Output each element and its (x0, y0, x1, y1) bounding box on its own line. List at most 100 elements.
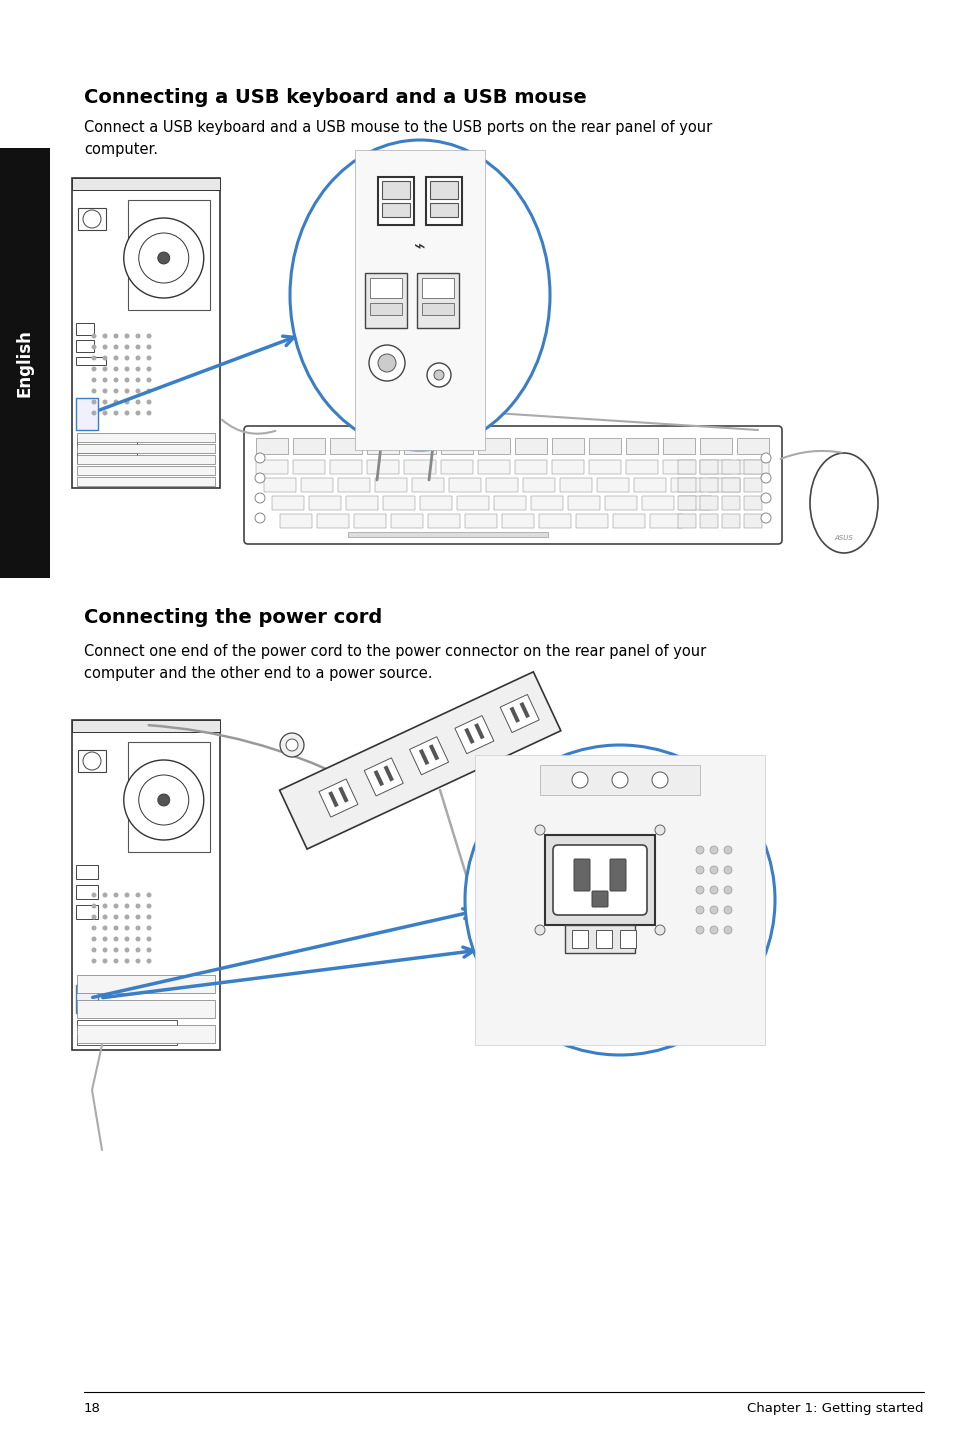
Circle shape (135, 915, 140, 919)
Circle shape (138, 233, 189, 283)
Circle shape (157, 252, 170, 265)
Bar (588, 439, 620, 454)
Bar (494, 496, 525, 510)
Circle shape (147, 959, 152, 963)
Bar (567, 496, 599, 510)
Bar (597, 477, 628, 492)
Bar (416, 273, 458, 328)
Circle shape (125, 926, 130, 930)
Bar (264, 477, 295, 492)
Circle shape (135, 388, 140, 394)
Text: ASUS: ASUS (834, 535, 853, 541)
Circle shape (113, 334, 118, 338)
Bar (78, 751, 106, 772)
Bar (377, 177, 414, 224)
Circle shape (723, 926, 731, 935)
Bar (76, 398, 98, 430)
Circle shape (254, 453, 265, 463)
Circle shape (135, 345, 140, 349)
Bar (374, 769, 384, 787)
Bar (71, 178, 220, 487)
Bar (76, 339, 94, 352)
Bar (649, 513, 681, 528)
FancyBboxPatch shape (574, 858, 589, 892)
Text: English: English (16, 329, 34, 397)
Circle shape (427, 362, 451, 387)
Bar (477, 439, 510, 454)
Bar (309, 496, 340, 510)
Bar (355, 150, 484, 450)
Bar (77, 1025, 214, 1043)
Circle shape (709, 926, 718, 935)
Circle shape (113, 345, 118, 349)
Bar (76, 884, 98, 899)
Bar (301, 477, 333, 492)
Circle shape (135, 400, 140, 404)
Bar (531, 496, 562, 510)
Bar (700, 460, 731, 475)
Bar (707, 477, 740, 492)
Circle shape (102, 378, 108, 383)
Circle shape (91, 959, 96, 963)
Circle shape (254, 473, 265, 483)
Bar (421, 303, 454, 315)
Circle shape (147, 936, 152, 942)
Bar (77, 1035, 177, 1045)
Text: Connecting the power cord: Connecting the power cord (84, 608, 382, 627)
Bar (743, 513, 761, 528)
Circle shape (135, 936, 140, 942)
Circle shape (113, 893, 118, 897)
Bar (515, 439, 546, 454)
Bar (475, 755, 764, 1045)
Bar (721, 496, 740, 510)
Bar (403, 460, 436, 475)
Circle shape (760, 473, 770, 483)
Circle shape (125, 893, 130, 897)
Circle shape (723, 846, 731, 854)
Circle shape (696, 886, 703, 894)
Circle shape (723, 886, 731, 894)
Bar (71, 720, 220, 1050)
Bar (509, 706, 519, 723)
Bar (382, 496, 415, 510)
Text: 18: 18 (84, 1402, 101, 1415)
Circle shape (651, 772, 667, 788)
Bar (365, 273, 407, 328)
Bar (293, 460, 325, 475)
Bar (552, 460, 583, 475)
Bar (76, 866, 98, 879)
Circle shape (696, 906, 703, 915)
Circle shape (147, 345, 152, 349)
Circle shape (125, 915, 130, 919)
Circle shape (709, 866, 718, 874)
Circle shape (91, 367, 96, 371)
Bar (421, 278, 454, 298)
Bar (700, 496, 718, 510)
Bar (77, 999, 214, 1018)
Bar (381, 181, 410, 198)
Bar (700, 477, 718, 492)
Circle shape (535, 825, 544, 835)
Circle shape (102, 367, 108, 371)
Circle shape (655, 925, 664, 935)
Bar (519, 702, 529, 718)
Bar (419, 496, 452, 510)
Bar (77, 477, 214, 486)
Text: Chapter 1: Getting started: Chapter 1: Getting started (747, 1402, 923, 1415)
Bar (737, 439, 768, 454)
Circle shape (760, 453, 770, 463)
FancyBboxPatch shape (609, 858, 625, 892)
Bar (721, 513, 740, 528)
Circle shape (113, 948, 118, 952)
Bar (403, 439, 436, 454)
Circle shape (91, 948, 96, 952)
Bar (412, 477, 443, 492)
Bar (76, 357, 106, 365)
Circle shape (91, 378, 96, 383)
Circle shape (124, 761, 204, 840)
Circle shape (147, 378, 152, 383)
FancyBboxPatch shape (592, 892, 607, 907)
Circle shape (113, 926, 118, 930)
Circle shape (125, 345, 130, 349)
Bar (348, 532, 547, 536)
